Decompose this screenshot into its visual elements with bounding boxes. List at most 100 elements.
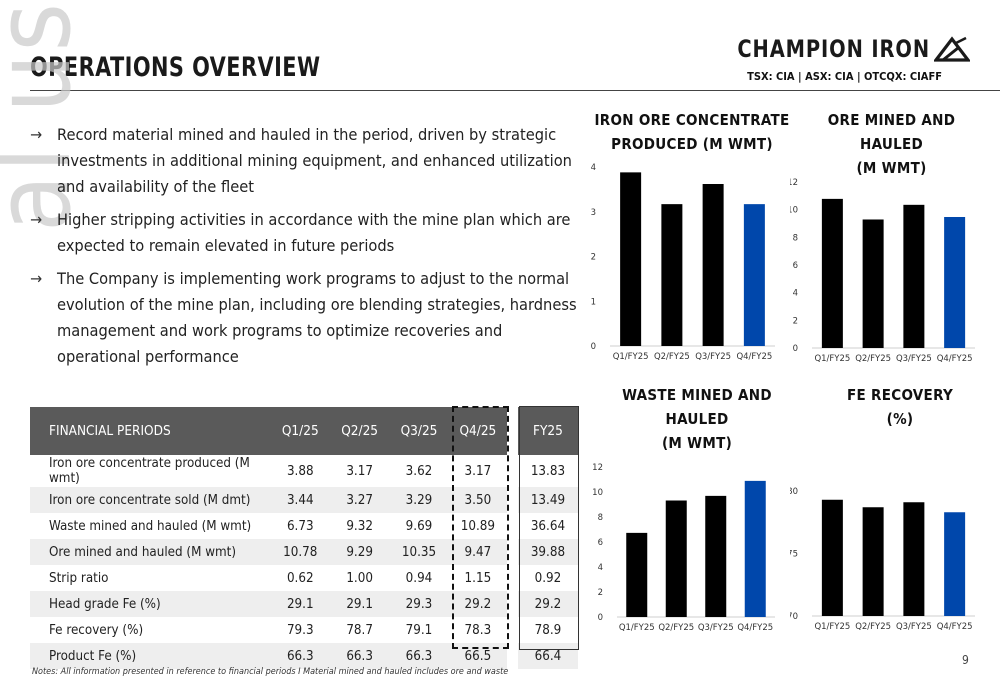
ore-mined-chart: 0 2 4 6 8 10 12 Q1/FY25 Q2/FY25 Q3/FY25 Q4/FY25 bbox=[790, 178, 975, 364]
column-gap bbox=[506, 513, 518, 539]
bar bbox=[744, 480, 766, 617]
column-gap bbox=[506, 539, 518, 565]
waste-mined-chart: 0 2 4 6 8 10 12 Q1/FY25 Q2/FY25 Q3/FY25 Q4/FY25 bbox=[592, 463, 775, 633]
arrow-right-icon: → bbox=[30, 125, 43, 144]
bar bbox=[620, 172, 642, 346]
table-cell: 9.32 bbox=[346, 518, 373, 534]
arrow-right-icon: → bbox=[30, 269, 43, 288]
stock-tickers: TSX: CIA | ASX: CIA | OTCQX: CIAFF bbox=[747, 70, 942, 83]
table-cell: 9.29 bbox=[330, 539, 389, 565]
column-header: FY25 bbox=[517, 407, 578, 455]
y-tick-label: 12 bbox=[592, 463, 603, 473]
footnote: Notes: All information presented in refe… bbox=[32, 667, 509, 677]
table-cell: 29.2 bbox=[449, 591, 507, 617]
table-cell: 10.35 bbox=[388, 539, 450, 565]
row-label: Fe recovery (%) bbox=[49, 622, 144, 638]
row-label: Product Fe (%) bbox=[30, 643, 271, 669]
x-tick-label: Q4/FY25 bbox=[937, 622, 973, 632]
table-cell: 3.17 bbox=[346, 463, 373, 479]
table-cell: 0.62 bbox=[286, 570, 314, 586]
bar bbox=[862, 219, 884, 348]
q4-highlight-box bbox=[452, 406, 509, 649]
column-gap bbox=[506, 407, 518, 455]
y-tick-label: 0 bbox=[598, 613, 603, 623]
table-cell: 66.3 bbox=[270, 643, 331, 669]
table-cell: 6.73 bbox=[286, 518, 314, 534]
arrow-right-icon: → bbox=[30, 210, 43, 229]
chart-title-line: (%) bbox=[886, 410, 914, 428]
x-tick-label: Q4/FY25 bbox=[737, 623, 773, 633]
y-tick-label: 80 bbox=[790, 487, 798, 497]
table-header-row: FINANCIAL PERIODS Q1/25 Q2/25 Q3/25 Q4/2… bbox=[30, 407, 578, 455]
table-cell: 13.83 bbox=[530, 463, 566, 479]
column-header: Q1/25 bbox=[270, 407, 331, 455]
x-tick-label: Q4/FY25 bbox=[736, 352, 772, 362]
chart-title-line: ORE MINED AND HAULED bbox=[827, 111, 956, 153]
bar bbox=[944, 216, 966, 348]
bar bbox=[862, 507, 884, 616]
table-row: Iron ore concentrate sold (M dmt) 3.44 3.2… bbox=[30, 487, 578, 513]
table-cell: 3.27 bbox=[330, 487, 389, 513]
bar bbox=[821, 499, 843, 616]
row-label: Head grade Fe (%) bbox=[30, 591, 271, 617]
company-logo-text: CHAMPION IRON bbox=[737, 35, 930, 63]
bullet-item: → The Company is implementing work progr… bbox=[30, 266, 585, 370]
table-cell: 78.9 bbox=[534, 622, 562, 638]
table-cell: 29.2 bbox=[517, 591, 578, 617]
row-label: Ore mined and hauled (M wmt) bbox=[30, 539, 271, 565]
y-tick-label: 75 bbox=[790, 550, 798, 560]
bar bbox=[743, 204, 765, 346]
x-tick-label: Q1/FY25 bbox=[814, 354, 850, 364]
column-header: Q2/25 bbox=[330, 407, 389, 455]
row-label: Strip ratio bbox=[49, 570, 109, 586]
row-label: Iron ore concentrate produced (M wmt) bbox=[49, 456, 250, 486]
x-tick-label: Q4/FY25 bbox=[937, 354, 973, 364]
column-gap bbox=[506, 565, 518, 591]
table-row: Ore mined and hauled (M wmt) 10.78 9.29 10.… bbox=[30, 539, 578, 565]
bullet-text: The Company is implementing work program… bbox=[57, 269, 577, 366]
table-cell: 3.62 bbox=[405, 463, 433, 479]
bar bbox=[903, 502, 925, 616]
column-header: Q4/25 bbox=[449, 407, 507, 455]
y-tick-label: 4 bbox=[591, 163, 596, 173]
y-tick-label: 2 bbox=[598, 588, 603, 598]
column-gap bbox=[506, 455, 518, 487]
column-gap bbox=[506, 617, 518, 643]
financial-table: FINANCIAL PERIODS Q1/25 Q2/25 Q3/25 Q4/2… bbox=[30, 407, 578, 669]
fe-recovery-chart: 70 75 80 Q1/FY25 Q2/FY25 Q3/FY25 Q4/FY25 bbox=[790, 487, 975, 632]
y-tick-label: 3 bbox=[591, 208, 596, 218]
table-cell: 3.44 bbox=[270, 487, 331, 513]
row-label: Waste mined and hauled (M wmt) bbox=[49, 518, 252, 534]
chart-title-line: IRON ORE CONCENTRATE bbox=[594, 111, 790, 129]
row-label: Iron ore concentrate sold (M dmt) bbox=[30, 487, 271, 513]
y-tick-label: 70 bbox=[790, 612, 798, 622]
bullet-item: → Higher stripping activities in accorda… bbox=[30, 207, 585, 259]
bar bbox=[903, 204, 925, 348]
table-row: Fe recovery (%) 79.3 78.7 79.1 78.3 78.9 bbox=[30, 617, 578, 643]
table-cell: 1.00 bbox=[346, 570, 373, 586]
bar bbox=[821, 198, 843, 348]
table-cell: 0.92 bbox=[534, 570, 562, 586]
y-tick-label: 1 bbox=[591, 297, 596, 307]
column-gap bbox=[506, 487, 518, 513]
y-tick-label: 2 bbox=[793, 316, 798, 326]
y-tick-label: 10 bbox=[592, 488, 603, 498]
chart-title-line: FE RECOVERY bbox=[846, 386, 954, 404]
table-cell: 3.17 bbox=[464, 463, 492, 479]
column-gap bbox=[506, 643, 518, 669]
table-cell: 3.29 bbox=[388, 487, 450, 513]
table-cell: 9.47 bbox=[449, 539, 507, 565]
chart-title-line: PRODUCED (M WMT) bbox=[611, 135, 773, 153]
bar bbox=[944, 512, 966, 616]
table-cell: 79.3 bbox=[286, 622, 314, 638]
x-tick-label: Q1/FY25 bbox=[814, 622, 850, 632]
bar bbox=[702, 184, 724, 346]
y-tick-label: 12 bbox=[790, 178, 798, 188]
table-row: Strip ratio 0.62 1.00 0.94 1.15 0.92 bbox=[30, 565, 578, 591]
chart-title: WASTE MINED AND HAULED (M WMT) bbox=[592, 383, 802, 455]
table-cell: 78.7 bbox=[346, 622, 373, 638]
table-cell: 29.1 bbox=[270, 591, 331, 617]
table-cell: 3.88 bbox=[286, 463, 314, 479]
x-tick-label: Q3/FY25 bbox=[698, 623, 734, 633]
table-row: Iron ore concentrate produced (M wmt) 3.8… bbox=[30, 455, 578, 487]
